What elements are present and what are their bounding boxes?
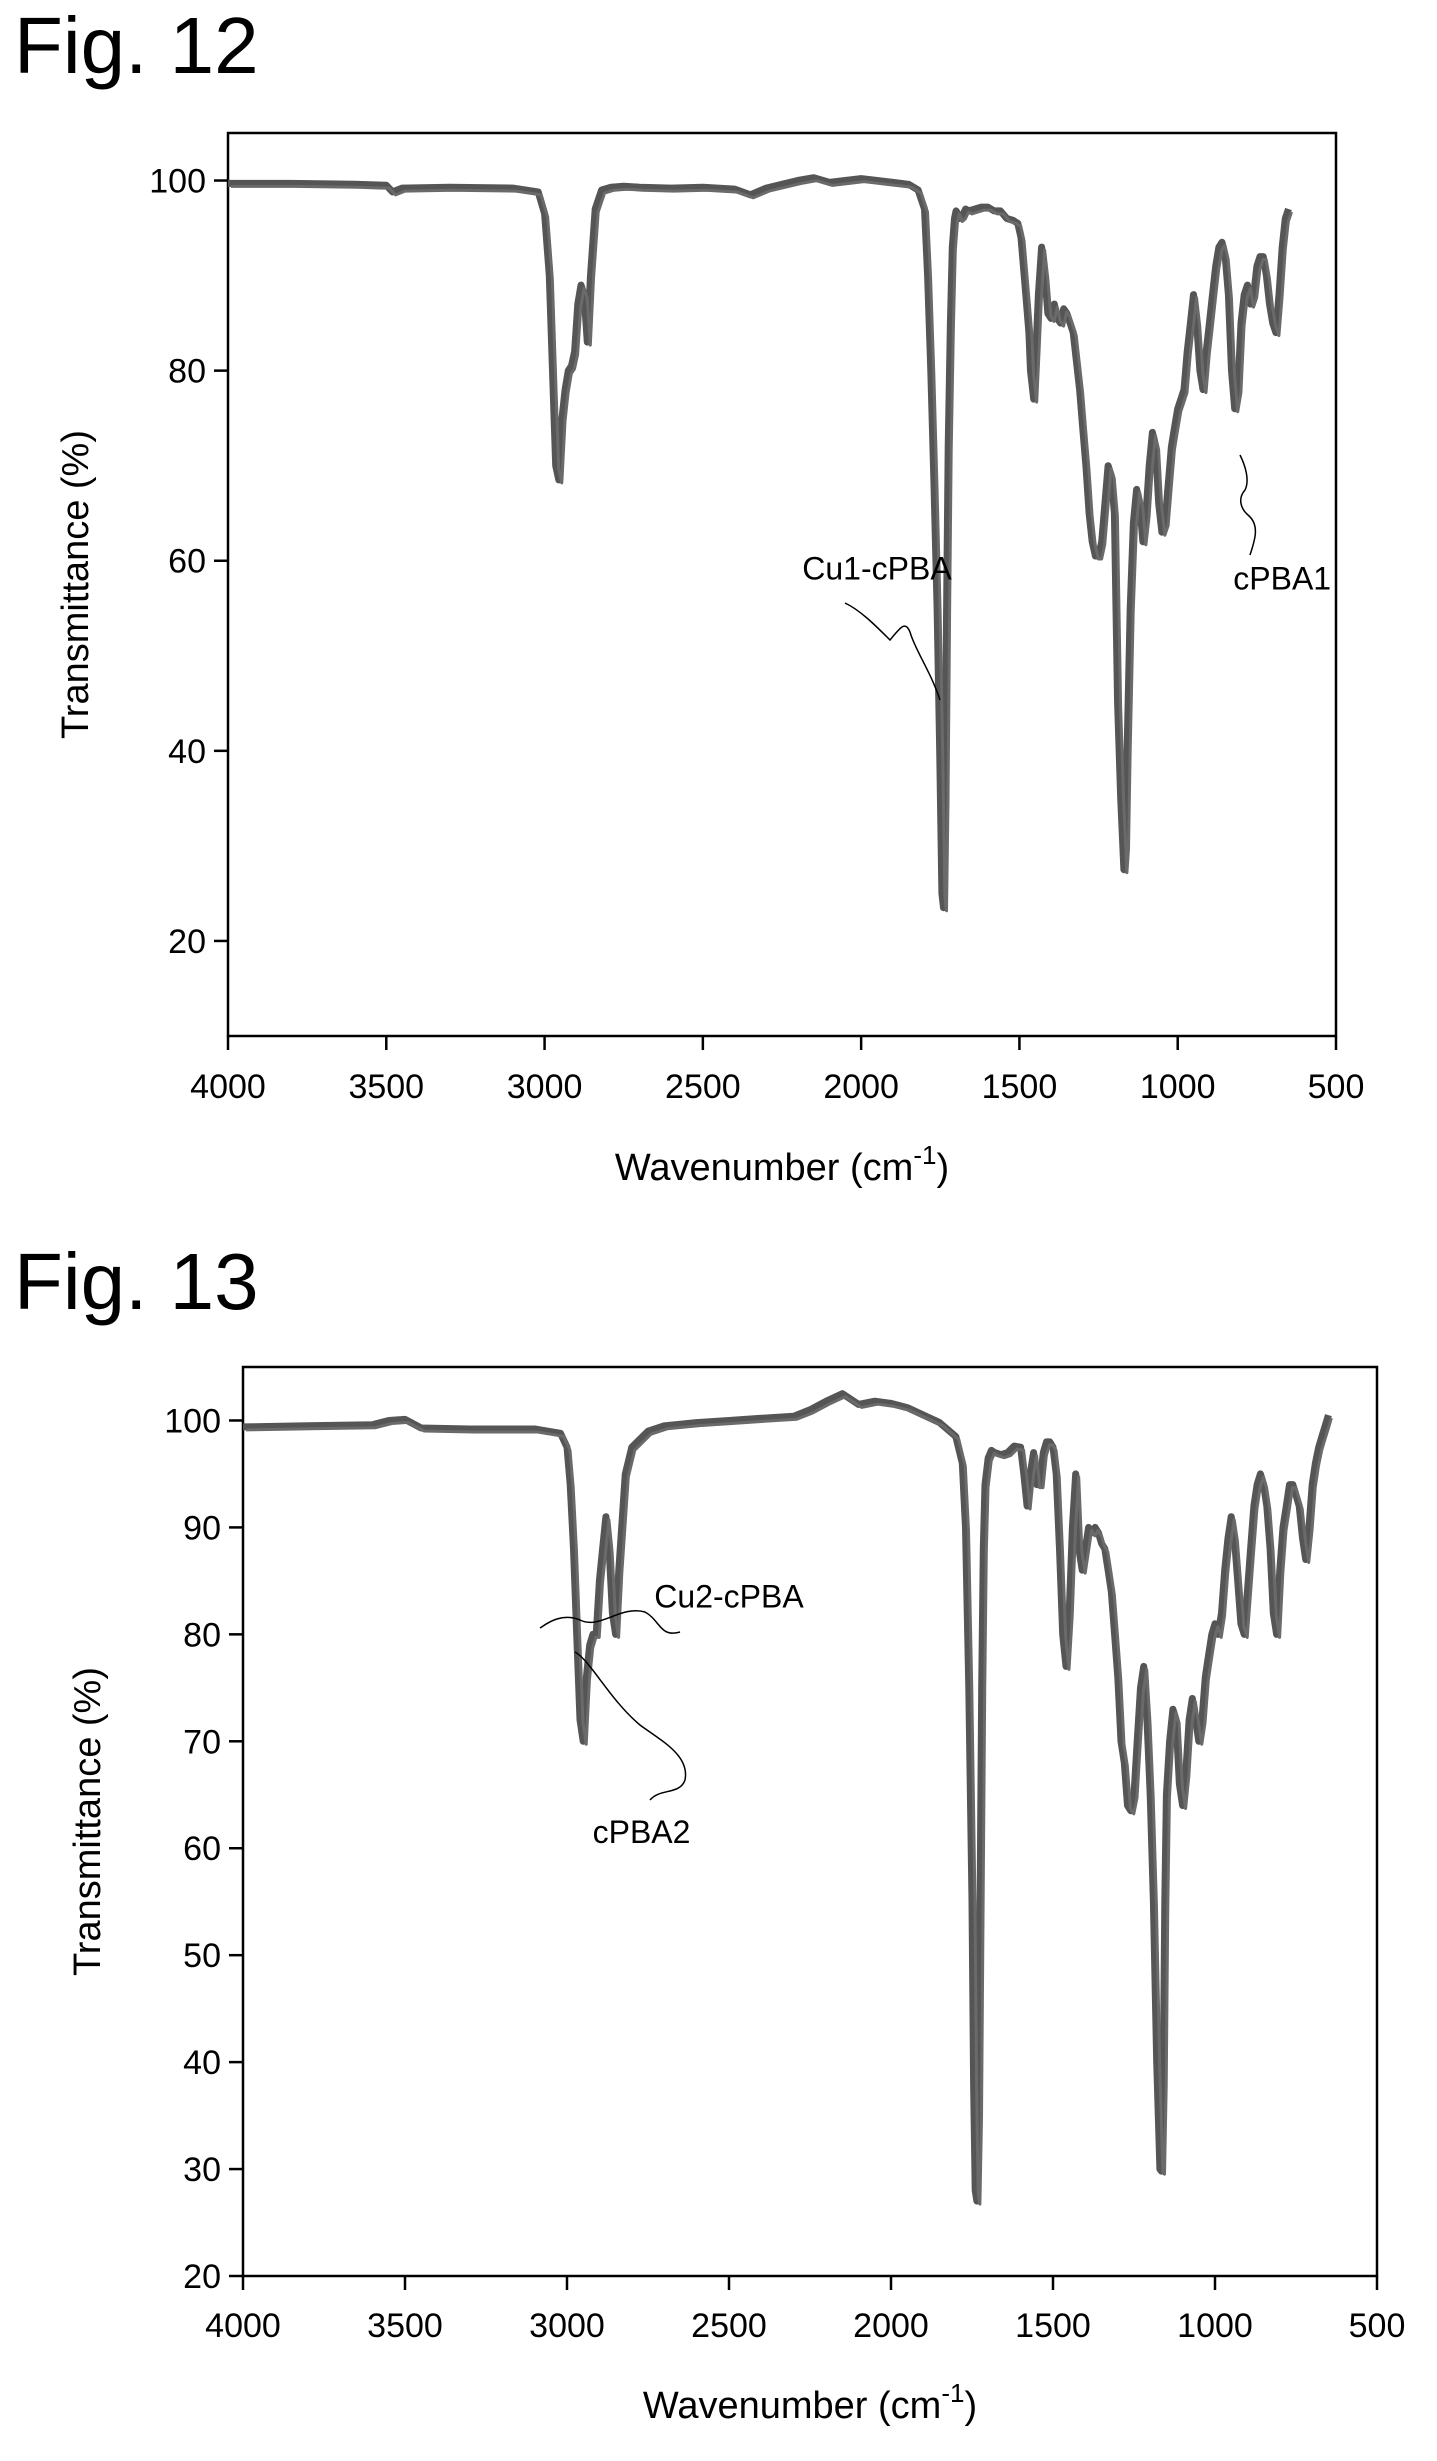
x-tick-label: 1000 — [1177, 2307, 1253, 2345]
x-tick-label: 4000 — [190, 1068, 266, 1106]
series-line-trace — [245, 1395, 1333, 2206]
y-tick-label: 20 — [183, 2258, 221, 2296]
y-tick-label: 40 — [168, 733, 206, 771]
x-tick-label: 500 — [1308, 1068, 1365, 1106]
y-tick-label: 60 — [183, 1830, 221, 1868]
series-line-trace — [231, 179, 1293, 913]
x-tick-label: 3500 — [348, 1068, 424, 1106]
figure-12: Fig. 12 4000 3500 3000 2500 2000 1500 1000 500 2… — [14, 1, 1365, 1190]
annotation-label: cPBA1 — [1233, 560, 1331, 596]
y-tick-label: 90 — [183, 1509, 221, 1547]
x-tick-label: 3500 — [367, 2307, 443, 2345]
y-tick-label: 80 — [183, 1616, 221, 1654]
chart-fig12: 4000 3500 3000 2500 2000 1500 1000 500 20 40 60 80 1… — [55, 131, 1365, 1189]
annotation-leader — [539, 1610, 681, 1634]
annotation-label: Cu1-cPBA — [802, 551, 952, 587]
figure-title: Fig. 13 — [14, 1237, 259, 1326]
x-tick-label: 2000 — [823, 1068, 899, 1106]
x-tick-label: 2000 — [853, 2307, 929, 2345]
chart-fig13: 4000 3500 3000 2500 2000 1500 1000 500 20 30 40 50 6… — [67, 1365, 1406, 2427]
y-tick-label: 40 — [183, 2044, 221, 2082]
y-tick-label: 70 — [183, 1723, 221, 1761]
annotation-label: cPBA2 — [593, 1814, 691, 1850]
x-tick-label: 1500 — [982, 1068, 1058, 1106]
figure-title: Fig. 12 — [14, 1, 259, 90]
x-tick-label: 3000 — [529, 2307, 605, 2345]
y-tick-label: 20 — [168, 923, 206, 961]
annotation-leader — [574, 1651, 687, 1801]
y-tick-label: 60 — [168, 543, 206, 581]
x-tick-label: 2500 — [691, 2307, 767, 2345]
y-tick-label: 80 — [168, 353, 206, 391]
x-axis-label: Wavenumber (cm-1) — [643, 2378, 977, 2427]
x-tick-label: 2500 — [665, 1068, 741, 1106]
x-axis-label: Wavenumber (cm-1) — [615, 1140, 949, 1189]
x-tick-label: 4000 — [205, 2307, 281, 2345]
annotation-leader — [844, 602, 941, 701]
y-tick-label: 50 — [183, 1937, 221, 1975]
x-tick-label: 500 — [1349, 2307, 1406, 2345]
annotation-label: Cu2-cPBA — [654, 1579, 804, 1615]
y-tick-label: 100 — [164, 1402, 221, 1440]
y-tick-label: 30 — [183, 2151, 221, 2189]
x-tick-label: 1500 — [1015, 2307, 1091, 2345]
x-tick-label: 3000 — [507, 1068, 583, 1106]
y-tick-label: 100 — [149, 163, 206, 201]
figure-13: Fig. 13 4000 3500 3000 2500 2000 1500 1000 500 2… — [0, 1240, 1437, 2461]
plot-frame — [226, 131, 1338, 1038]
x-tick-label: 1000 — [1140, 1068, 1216, 1106]
y-axis-label: Transmittance (%) — [55, 430, 97, 739]
plot-frame — [241, 1365, 1379, 2278]
y-axis-label: Transmittance (%) — [67, 1667, 109, 1976]
annotation-leader — [1239, 454, 1257, 556]
